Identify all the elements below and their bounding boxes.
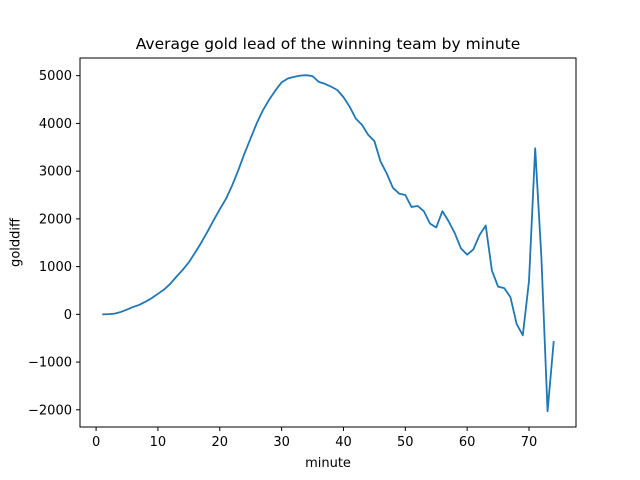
x-tick-label: 0: [92, 435, 100, 450]
y-axis-ticks: −2000 −1000 0 1000 2000 3000 4000 5000: [28, 69, 80, 418]
y-tick-label: 2000: [39, 212, 72, 227]
plot-layer: [102, 74, 555, 413]
x-tick-label: 20: [211, 435, 228, 450]
x-axis-ticks: 0 10 20 30 40 50 60 70: [92, 427, 537, 450]
x-axis-label: minute: [305, 456, 351, 471]
plot-frame: [79, 57, 577, 428]
y-tick-label: 0: [64, 308, 72, 323]
y-tick-label: 1000: [39, 260, 72, 275]
x-tick-label: 10: [150, 435, 167, 450]
x-tick-label: 50: [397, 435, 414, 450]
y-tick-label: −2000: [28, 403, 72, 418]
x-tick-label: 40: [335, 435, 352, 450]
y-axis-label: golddiff: [9, 217, 24, 267]
y-tick-label: 4000: [39, 117, 72, 132]
y-tick-label: 3000: [39, 165, 72, 180]
y-tick-label: 5000: [39, 69, 72, 84]
x-tick-label: 60: [459, 435, 476, 450]
x-tick-label: 70: [521, 435, 538, 450]
series-line-0: [102, 74, 555, 413]
y-tick-label: −1000: [28, 356, 72, 371]
chart-title: Average gold lead of the winning team by…: [136, 35, 521, 53]
x-tick-label: 30: [273, 435, 290, 450]
